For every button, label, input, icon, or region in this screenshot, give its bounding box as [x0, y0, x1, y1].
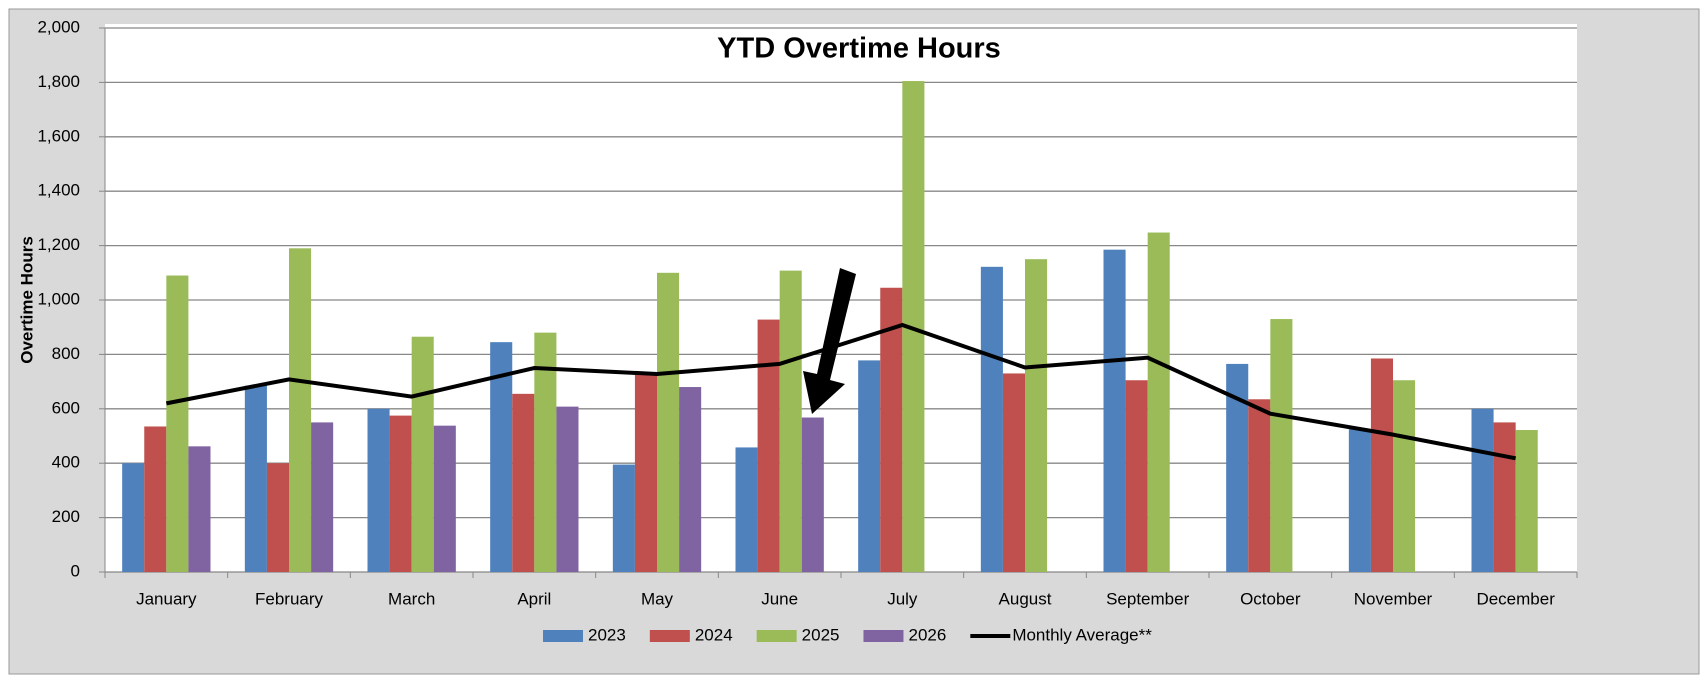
y-tick-label: 600: [52, 398, 80, 417]
bar: [411, 336, 434, 572]
legend-label: Monthly Average**: [1012, 625, 1152, 644]
bar: [1025, 259, 1048, 572]
bar: [122, 463, 145, 572]
bar: [433, 425, 456, 572]
x-tick-label: April: [517, 589, 551, 608]
bar: [1493, 422, 1516, 572]
y-tick-label: 1,200: [37, 235, 80, 254]
bar: [1370, 358, 1393, 572]
y-tick-label: 1,800: [37, 72, 80, 91]
bar: [144, 426, 167, 572]
bar: [779, 270, 802, 572]
bar: [858, 360, 881, 572]
bar: [1103, 249, 1126, 572]
legend-label: 2026: [908, 625, 946, 644]
y-tick-label: 200: [52, 507, 80, 526]
bar: [980, 266, 1003, 572]
x-tick-label: October: [1240, 589, 1301, 608]
bar: [534, 332, 557, 572]
y-tick-label: 800: [52, 344, 80, 363]
bar: [166, 275, 189, 572]
bar: [512, 393, 535, 572]
bar: [311, 422, 334, 572]
grid: [99, 27, 1578, 578]
bar: [1002, 373, 1025, 572]
bar: [679, 387, 702, 572]
bar: [1270, 319, 1293, 572]
x-tick-label: March: [388, 589, 435, 608]
bar: [1393, 380, 1416, 572]
x-tick-label: June: [761, 589, 798, 608]
bar: [1515, 430, 1538, 572]
bar: [657, 272, 680, 572]
average-line: [165, 322, 1517, 461]
marks: [122, 81, 1538, 572]
bar: [266, 463, 289, 572]
x-tick-label: February: [255, 589, 324, 608]
y-tick-label: 400: [52, 453, 80, 472]
bar: [556, 406, 579, 572]
bar: [1226, 363, 1249, 572]
legend-swatch: [649, 630, 690, 642]
bar: [188, 446, 211, 572]
bar: [880, 287, 903, 572]
bar: [244, 385, 267, 572]
bar: [634, 374, 657, 572]
bar: [1248, 399, 1271, 572]
bar: [367, 408, 390, 572]
x-tick-label: May: [641, 589, 674, 608]
bar: [490, 342, 513, 572]
bar: [612, 464, 635, 572]
x-tick-label: December: [1476, 589, 1555, 608]
arrow-annotation: [803, 268, 856, 414]
legend-label: 2023: [588, 625, 626, 644]
legend-label: 2025: [802, 625, 840, 644]
bar: [1125, 380, 1148, 572]
x-tick-label: August: [999, 589, 1052, 608]
y-tick-label: 2,000: [37, 17, 80, 36]
chart-title: YTD Overtime Hours: [717, 33, 1001, 65]
x-tick-label: September: [1106, 589, 1189, 608]
x-tick-label: November: [1354, 589, 1433, 608]
y-tick-label: 1,600: [37, 126, 80, 145]
x-tick-label: July: [887, 589, 918, 608]
bar: [1147, 232, 1170, 572]
y-tick-label: 1,400: [37, 181, 80, 200]
y-tick-label: 1,000: [37, 289, 80, 308]
legend-swatch: [756, 630, 797, 642]
legend-swatch: [543, 630, 583, 642]
bar: [735, 447, 758, 572]
bar: [757, 319, 780, 572]
y-tick-label: 0: [71, 561, 80, 580]
x-tick-label: January: [136, 589, 197, 608]
legend-label: 2024: [695, 625, 733, 644]
bar: [801, 417, 824, 572]
bar: [389, 415, 412, 572]
bar: [1348, 429, 1371, 572]
bar: [902, 81, 925, 572]
bar: [289, 248, 312, 572]
bar: [1471, 408, 1494, 572]
legend-swatch: [863, 630, 904, 642]
y-axis-label: Overtime Hours: [17, 236, 36, 364]
